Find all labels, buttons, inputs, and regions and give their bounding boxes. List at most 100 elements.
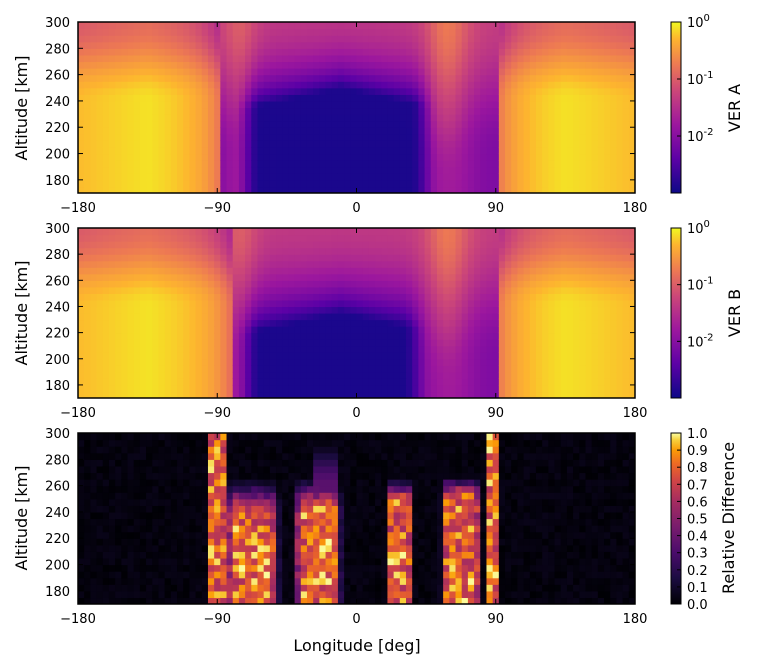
heatmap-cell bbox=[97, 154, 104, 161]
heatmap-cell bbox=[227, 88, 234, 95]
heatmap-cell bbox=[573, 81, 580, 88]
heatmap-cell bbox=[536, 274, 543, 281]
heatmap-cell bbox=[480, 68, 487, 75]
heatmap-cell bbox=[121, 571, 128, 578]
heatmap-cell bbox=[555, 365, 562, 372]
heatmap-cell bbox=[140, 140, 147, 147]
heatmap-cell bbox=[257, 352, 264, 359]
heatmap-cell bbox=[326, 42, 333, 49]
heatmap-cell bbox=[486, 352, 493, 359]
heatmap-cell bbox=[282, 147, 289, 154]
heatmap-cell bbox=[196, 254, 203, 261]
heatmap-cell bbox=[344, 300, 351, 307]
heatmap-cell bbox=[493, 333, 500, 340]
heatmap-cell bbox=[121, 29, 128, 36]
heatmap-cell bbox=[326, 121, 333, 128]
heatmap-cell bbox=[456, 147, 463, 154]
heatmap-cell bbox=[542, 280, 549, 287]
heatmap-cell bbox=[301, 48, 308, 55]
heatmap-cell bbox=[97, 584, 104, 591]
heatmap-cell bbox=[165, 378, 172, 385]
heatmap-cell bbox=[103, 235, 110, 242]
heatmap-cell bbox=[332, 134, 339, 141]
heatmap-cell bbox=[332, 147, 339, 154]
heatmap-cell bbox=[202, 228, 209, 235]
heatmap-cell bbox=[196, 306, 203, 313]
heatmap-cell bbox=[616, 326, 623, 333]
heatmap-cell bbox=[208, 94, 215, 101]
heatmap-cell bbox=[517, 320, 524, 327]
heatmap-cell bbox=[350, 147, 357, 154]
heatmap-cell bbox=[134, 346, 141, 353]
heatmap-cell bbox=[431, 365, 438, 372]
heatmap-cell bbox=[486, 134, 493, 141]
heatmap-cell bbox=[313, 167, 320, 174]
heatmap-cell bbox=[288, 180, 295, 187]
heatmap-cell bbox=[536, 313, 543, 320]
heatmap-cell bbox=[394, 313, 401, 320]
heatmap-cell bbox=[387, 346, 394, 353]
heatmap-cell bbox=[579, 235, 586, 242]
heatmap-cell bbox=[585, 167, 592, 174]
heatmap-cell bbox=[214, 261, 221, 268]
heatmap-cell bbox=[499, 35, 506, 42]
heatmap-cell bbox=[307, 68, 314, 75]
heatmap-cell bbox=[344, 173, 351, 180]
heatmap-cell bbox=[357, 378, 364, 385]
heatmap-cell bbox=[338, 127, 345, 134]
heatmap-cell bbox=[493, 42, 500, 49]
heatmap-cell bbox=[511, 22, 518, 29]
colorbar-tick-label: 10-1 bbox=[687, 70, 714, 88]
heatmap-cell bbox=[264, 248, 271, 255]
heatmap-cell bbox=[177, 333, 184, 340]
heatmap-cell bbox=[381, 160, 388, 167]
heatmap-cell bbox=[319, 352, 326, 359]
heatmap-cell bbox=[97, 571, 104, 578]
heatmap-cell bbox=[288, 127, 295, 134]
heatmap-cell bbox=[177, 180, 184, 187]
heatmap-cell bbox=[555, 300, 562, 307]
heatmap-cell bbox=[307, 287, 314, 294]
heatmap-cell bbox=[505, 68, 512, 75]
heatmap-cell bbox=[443, 61, 450, 68]
heatmap-cell bbox=[158, 248, 165, 255]
heatmap-cell bbox=[84, 248, 91, 255]
heatmap-cell bbox=[387, 160, 394, 167]
heatmap-cell bbox=[418, 346, 425, 353]
heatmap-cell bbox=[158, 313, 165, 320]
heatmap-cell bbox=[202, 385, 209, 392]
heatmap-cell bbox=[375, 320, 382, 327]
heatmap-cell bbox=[536, 378, 543, 385]
heatmap-cell bbox=[511, 81, 518, 88]
heatmap-cell bbox=[517, 147, 524, 154]
heatmap-cell bbox=[505, 81, 512, 88]
heatmap-cell bbox=[183, 42, 190, 49]
heatmap-cell bbox=[449, 280, 456, 287]
heatmap-cell bbox=[152, 313, 159, 320]
heatmap-cell bbox=[115, 532, 122, 539]
heatmap-cell bbox=[165, 385, 172, 392]
heatmap-cell bbox=[344, 359, 351, 366]
heatmap-cell bbox=[623, 173, 630, 180]
heatmap-cell bbox=[363, 339, 370, 346]
heatmap-cell bbox=[165, 372, 172, 379]
heatmap-cell bbox=[251, 248, 258, 255]
heatmap-cell bbox=[542, 333, 549, 340]
heatmap-cell bbox=[239, 261, 246, 268]
heatmap-cell bbox=[171, 88, 178, 95]
heatmap-cell bbox=[616, 35, 623, 42]
heatmap-cell bbox=[208, 365, 215, 372]
heatmap-cell bbox=[97, 287, 104, 294]
heatmap-cell bbox=[604, 88, 611, 95]
heatmap-cell bbox=[158, 35, 165, 42]
heatmap-cell bbox=[480, 300, 487, 307]
heatmap-cell bbox=[592, 261, 599, 268]
heatmap-cell bbox=[115, 48, 122, 55]
heatmap-cell bbox=[350, 61, 357, 68]
heatmap-cell bbox=[202, 306, 209, 313]
y-tick-label: 280 bbox=[45, 42, 70, 57]
heatmap-cell bbox=[140, 339, 147, 346]
heatmap-cell bbox=[128, 101, 135, 108]
heatmap-cell bbox=[171, 339, 178, 346]
heatmap-cell bbox=[251, 235, 258, 242]
